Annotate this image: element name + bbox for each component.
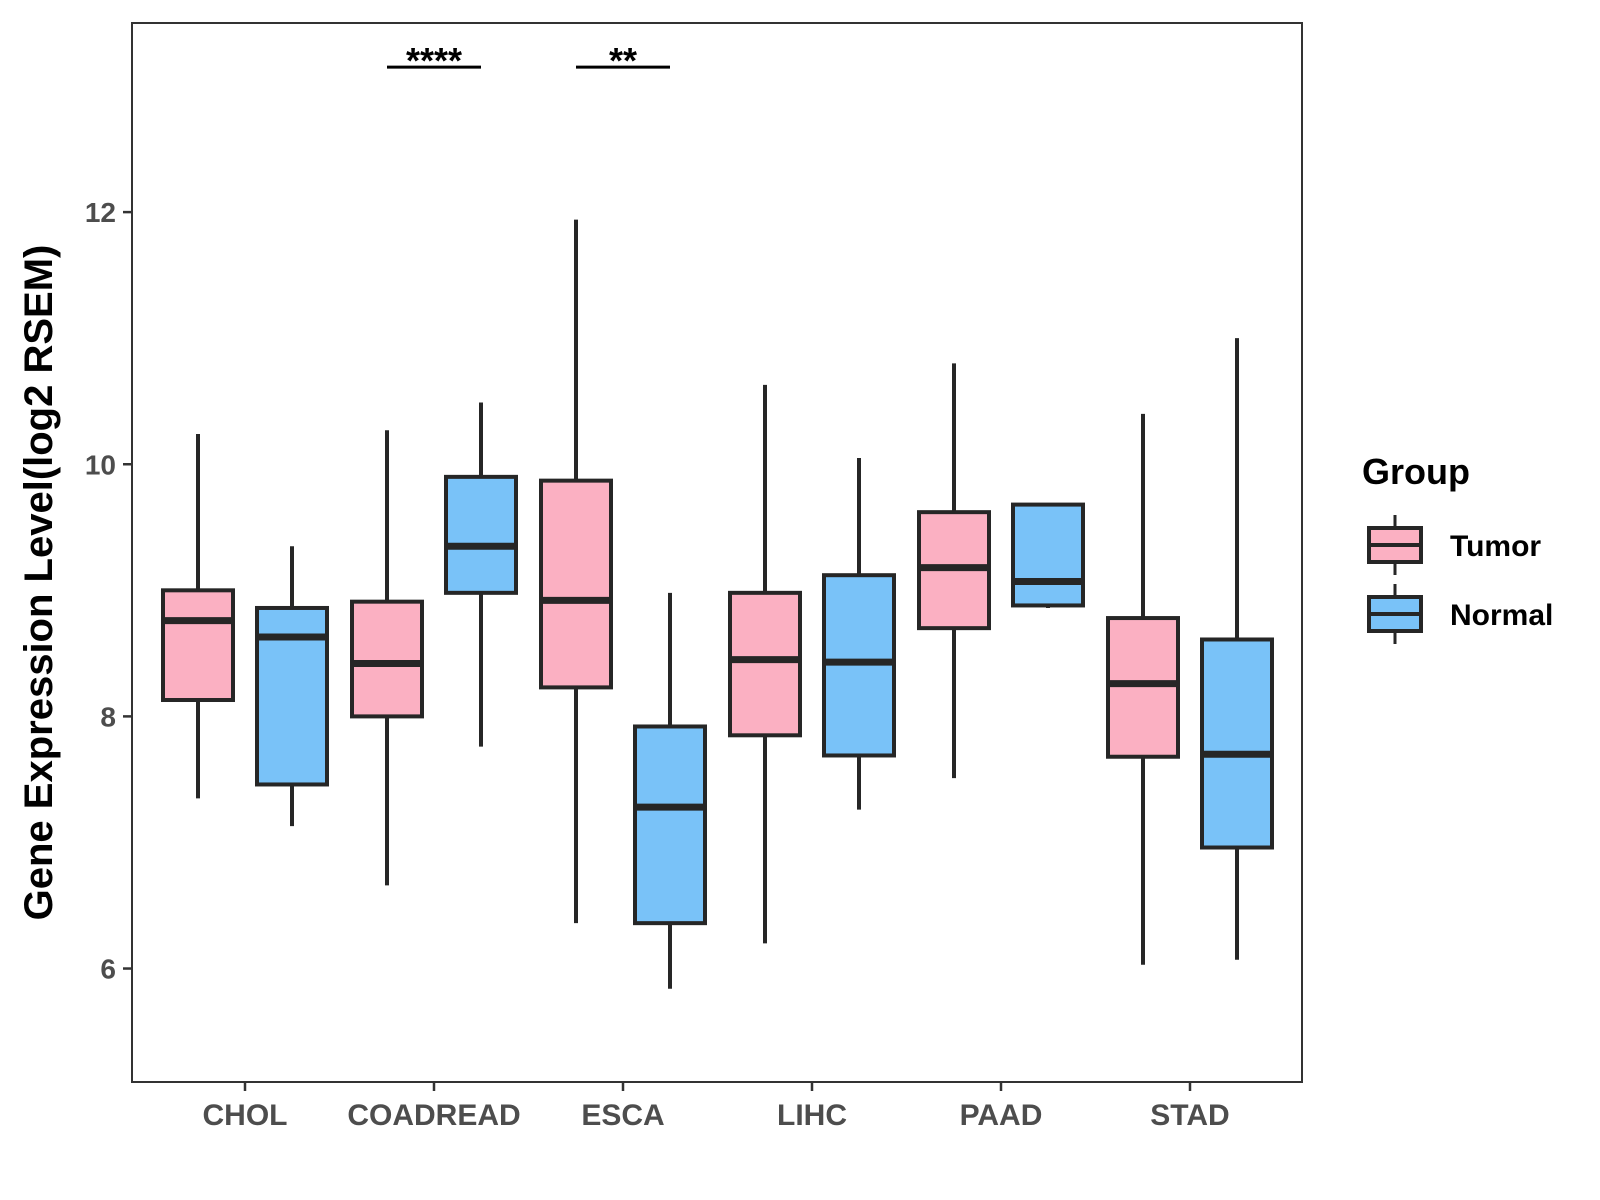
- y-tick-label: 10: [85, 449, 116, 480]
- y-axis-title: Gene Expression Level(log2 RSEM): [17, 245, 61, 921]
- box-coadread-normal: [444, 402, 518, 747]
- box-lihc-normal: [822, 457, 896, 810]
- legend-label: Normal: [1450, 599, 1553, 632]
- x-tick-label: PAAD: [960, 1099, 1043, 1132]
- x-tick-label: ESCA: [581, 1099, 664, 1132]
- iqr-box: [728, 590, 802, 738]
- box-esca-tumor: [539, 219, 613, 924]
- significance-esca: **: [576, 40, 670, 81]
- box-lihc-tumor: [728, 384, 802, 944]
- significance-coadread: ****: [387, 40, 481, 81]
- significance-label: **: [609, 40, 637, 81]
- box-esca-normal: [633, 592, 707, 989]
- legend-label: Tumor: [1450, 530, 1541, 563]
- box-coadread-tumor: [350, 430, 424, 886]
- iqr-box: [1106, 616, 1180, 759]
- box-paad-normal: [1011, 502, 1085, 608]
- iqr-box: [539, 478, 613, 690]
- iqr-box: [444, 474, 518, 595]
- panel-border: [131, 22, 1303, 1083]
- box-stad-normal: [1200, 338, 1274, 960]
- iqr-box: [161, 588, 235, 703]
- x-tick-label: CHOL: [203, 1099, 288, 1132]
- iqr-box: [1011, 502, 1085, 608]
- iqr-box: [633, 724, 707, 926]
- x-tick-label: COADREAD: [347, 1099, 520, 1132]
- legend: Group Tumor Normal: [1362, 451, 1553, 644]
- significance-label: ****: [406, 40, 462, 81]
- box-paad-tumor: [917, 363, 991, 779]
- y-tick-label: 8: [100, 701, 116, 732]
- y-tick-label: 12: [85, 197, 116, 228]
- x-tick-label: LIHC: [777, 1099, 847, 1132]
- iqr-box: [1200, 637, 1274, 850]
- box-chol-tumor: [161, 433, 235, 799]
- y-tick-label: 6: [100, 954, 116, 985]
- legend-title: Group: [1362, 451, 1470, 492]
- box-chol-normal: [255, 546, 329, 827]
- box-stad-tumor: [1106, 413, 1180, 965]
- legend-item-tumor: Tumor: [1367, 515, 1541, 575]
- legend-item-normal: Normal: [1367, 584, 1553, 644]
- y-axis: 6 8 10 12: [85, 197, 132, 985]
- x-tick-label: STAD: [1150, 1099, 1229, 1132]
- iqr-box: [350, 599, 424, 719]
- plot-area: **** **: [131, 22, 1303, 1083]
- x-axis: CHOL COADREAD ESCA LIHC PAAD STAD: [203, 1082, 1230, 1132]
